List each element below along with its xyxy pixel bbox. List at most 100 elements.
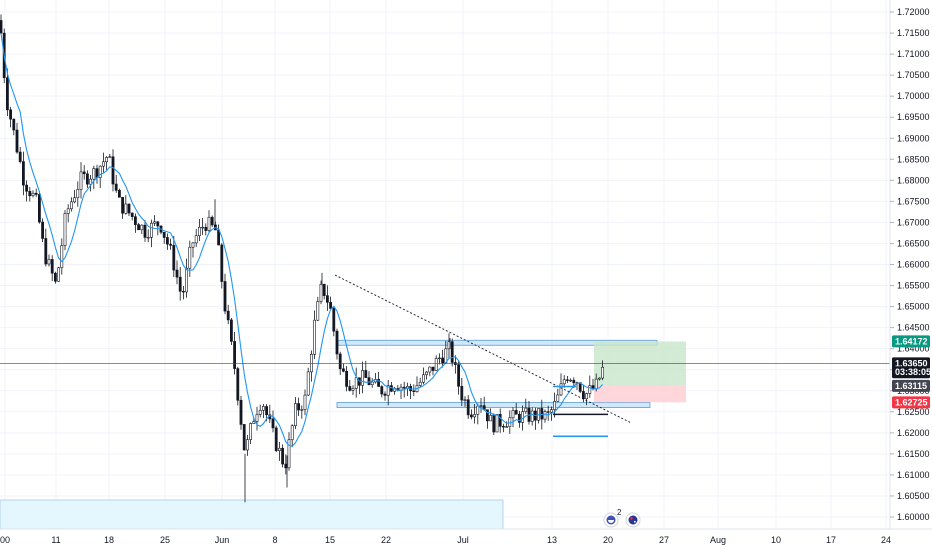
price-tick-label: 1.65500 <box>897 281 930 291</box>
candle <box>543 409 547 423</box>
candle <box>530 407 534 426</box>
candle <box>457 360 461 395</box>
candle <box>233 332 237 375</box>
candle <box>313 310 317 360</box>
candle <box>220 243 224 289</box>
candle <box>386 380 390 406</box>
candle <box>425 370 429 380</box>
candle <box>63 210 67 251</box>
candle <box>466 395 470 419</box>
candle <box>441 349 445 368</box>
candle <box>162 231 166 244</box>
candle <box>297 397 301 416</box>
candle <box>121 196 125 219</box>
svg-text:1.62725: 1.62725 <box>895 397 928 407</box>
candle <box>226 304 230 325</box>
candle <box>489 408 493 422</box>
candle <box>412 384 416 397</box>
candle <box>172 235 176 278</box>
candle <box>287 432 291 471</box>
candle <box>89 175 93 192</box>
candle <box>111 149 115 192</box>
candle <box>293 397 297 430</box>
supply-demand-zone[interactable] <box>0 499 504 530</box>
candle <box>95 164 99 184</box>
candle <box>377 371 381 387</box>
price-tick-label: 1.60000 <box>897 512 930 522</box>
position-tool[interactable] <box>594 341 686 403</box>
candle <box>562 375 566 388</box>
candle <box>431 366 435 376</box>
price-tick-label: 1.69500 <box>897 112 930 122</box>
candle <box>514 402 518 415</box>
candle <box>258 404 262 418</box>
candle <box>60 238 64 275</box>
candle <box>242 424 246 451</box>
candle <box>546 405 550 421</box>
candle <box>524 398 528 415</box>
svg-text:03:38:05: 03:38:05 <box>895 367 931 377</box>
candle <box>182 286 185 300</box>
candle <box>556 388 560 402</box>
grid-lines <box>0 0 890 529</box>
candle <box>156 220 160 236</box>
candle <box>319 280 323 305</box>
candle <box>271 410 275 433</box>
candle <box>303 389 307 416</box>
candle <box>460 377 464 407</box>
candle <box>127 203 131 216</box>
supply-demand-zone[interactable] <box>336 402 651 408</box>
candle <box>34 188 38 197</box>
candle <box>428 366 432 377</box>
candle <box>325 285 329 311</box>
price-axis[interactable]: 1.72000 1.71500 1.71000 1.70500 1.70000 1.695… <box>890 7 930 522</box>
candle <box>114 174 118 193</box>
candle <box>261 404 265 419</box>
candle <box>501 423 505 433</box>
price-tag: 1.62725 <box>892 396 930 409</box>
candle <box>367 371 371 386</box>
candle <box>361 361 365 394</box>
time-tick-label: 8 <box>272 535 277 545</box>
candle <box>437 353 441 365</box>
candle <box>354 367 358 398</box>
candle <box>309 350 313 382</box>
time-tick-label: 20 <box>603 535 613 545</box>
candle <box>383 391 387 401</box>
candle <box>351 385 355 395</box>
trendline[interactable] <box>334 274 631 423</box>
flag-event-icon[interactable] <box>625 512 641 528</box>
candle <box>86 170 89 188</box>
candle <box>79 162 83 199</box>
candle <box>9 106 13 128</box>
candle <box>450 338 454 367</box>
candle <box>255 406 259 431</box>
candle <box>76 181 80 207</box>
candle <box>21 151 25 196</box>
price-tick-label: 1.62500 <box>897 407 930 417</box>
candle <box>473 404 477 424</box>
candle <box>581 385 585 403</box>
candle <box>553 392 557 418</box>
drawings-layer[interactable] <box>0 274 890 437</box>
candle <box>498 408 502 433</box>
candle <box>140 224 144 235</box>
candle <box>415 376 419 393</box>
calendar-event-icon[interactable]: 2 <box>603 508 622 528</box>
price-tick-label: 1.65000 <box>897 302 930 312</box>
events-layer[interactable]: 2 <box>603 508 641 528</box>
candle <box>102 152 105 173</box>
candle <box>50 255 54 282</box>
time-axis[interactable]: 00 11 18 25 Jun 8 15 22 Jul 13 20 27 Aug 10 17 24 <box>0 535 891 545</box>
position-stop-area[interactable] <box>594 385 686 403</box>
price-tick-label: 1.62000 <box>897 428 930 438</box>
candle <box>284 454 288 475</box>
price-tick-label: 1.66000 <box>897 260 930 270</box>
candle <box>230 318 233 346</box>
price-tick-label: 1.71000 <box>897 49 930 59</box>
candle <box>25 180 29 202</box>
candle <box>588 375 592 398</box>
candle <box>143 220 147 242</box>
